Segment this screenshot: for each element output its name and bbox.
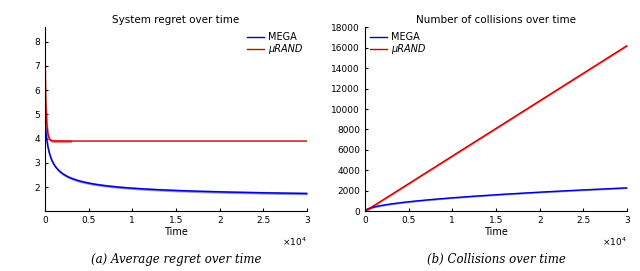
Text: (b) Collisions over time: (b) Collisions over time <box>427 253 565 266</box>
Text: $\times 10^4$: $\times 10^4$ <box>602 235 627 248</box>
Title: System regret over time: System regret over time <box>113 15 239 25</box>
Legend: MEGA, μRAND: MEGA, μRAND <box>246 32 302 54</box>
Text: (a) Average regret over time: (a) Average regret over time <box>91 253 261 266</box>
Text: $\times 10^4$: $\times 10^4$ <box>282 235 307 248</box>
X-axis label: Time: Time <box>164 227 188 237</box>
Legend: MEGA, μRAND: MEGA, μRAND <box>370 32 426 54</box>
X-axis label: Time: Time <box>484 227 508 237</box>
Title: Number of collisions over time: Number of collisions over time <box>416 15 576 25</box>
